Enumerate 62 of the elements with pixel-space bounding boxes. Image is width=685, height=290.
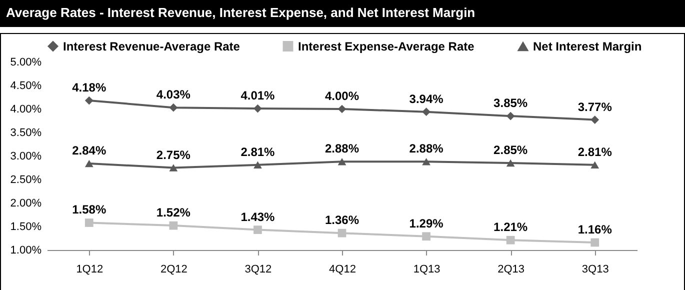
y-tick-label: 2.50% <box>10 174 42 186</box>
data-label: 3.94% <box>409 92 444 106</box>
point <box>84 96 94 105</box>
y-tick-label: 1.00% <box>10 244 42 256</box>
point <box>169 103 178 112</box>
x-tick-label: 2Q13 <box>498 264 525 276</box>
data-label: 4.00% <box>324 89 360 103</box>
x-tick-label: 1Q12 <box>76 264 104 276</box>
x-tick-label: 1Q13 <box>413 264 440 276</box>
data-label: 4.18% <box>72 80 106 95</box>
x-tick-label: 3Q12 <box>244 264 272 276</box>
data-label: 2.81% <box>578 144 612 159</box>
legend-label: Interest Revenue-Average Rate <box>63 39 240 54</box>
data-label: 3.85% <box>494 96 528 110</box>
y-tick-label: 2.00% <box>10 198 42 210</box>
data-label: 4.03% <box>156 88 191 102</box>
chart-title: Average Rates - Interest Revenue, Interest Expense, and Net Interest Margin <box>0 0 685 27</box>
point <box>506 112 515 120</box>
data-label: 1.36% <box>324 213 360 228</box>
point <box>590 238 600 247</box>
data-label: 3.77% <box>578 100 612 114</box>
point <box>506 236 515 244</box>
legend-label: Net Interest Margin <box>533 40 642 54</box>
data-label: 2.88% <box>409 142 444 156</box>
point <box>254 161 262 169</box>
data-label: 2.85% <box>494 143 528 158</box>
data-label: 2.81% <box>240 144 276 159</box>
y-tick-label: 5.00% <box>10 56 42 68</box>
y-tick-label: 4.00% <box>10 104 42 116</box>
y-tick-label: 1.50% <box>10 221 42 233</box>
data-label: 1.58% <box>72 202 106 217</box>
point <box>422 108 430 116</box>
point <box>84 160 94 168</box>
point <box>590 161 600 169</box>
data-label: 1.43% <box>240 210 276 224</box>
point <box>506 159 515 167</box>
data-label: 2.75% <box>156 148 191 162</box>
point <box>254 226 262 234</box>
data-label: 1.21% <box>494 220 528 234</box>
point <box>169 164 178 172</box>
y-tick-label: 3.00% <box>10 150 42 162</box>
x-tick-label: 3Q13 <box>582 264 609 276</box>
point <box>422 232 430 241</box>
data-label: 4.01% <box>240 88 276 103</box>
point <box>338 104 346 114</box>
point <box>254 104 262 113</box>
data-label: 2.84% <box>72 144 106 158</box>
point <box>338 228 346 238</box>
y-tick-label: 3.50% <box>10 127 42 139</box>
data-label: 2.88% <box>324 142 360 156</box>
legend-label: Interest Expense-Average Rate <box>298 39 475 54</box>
point <box>169 221 178 230</box>
y-tick-label: 4.50% <box>10 80 42 92</box>
data-label: 1.16% <box>578 222 612 236</box>
data-label: 1.52% <box>156 206 191 220</box>
x-tick-label: 2Q12 <box>160 264 188 276</box>
point <box>422 158 430 166</box>
point <box>590 116 600 124</box>
x-tick-label: 4Q12 <box>329 264 356 276</box>
point <box>84 218 94 227</box>
data-label: 1.29% <box>409 216 444 230</box>
point <box>338 158 346 166</box>
